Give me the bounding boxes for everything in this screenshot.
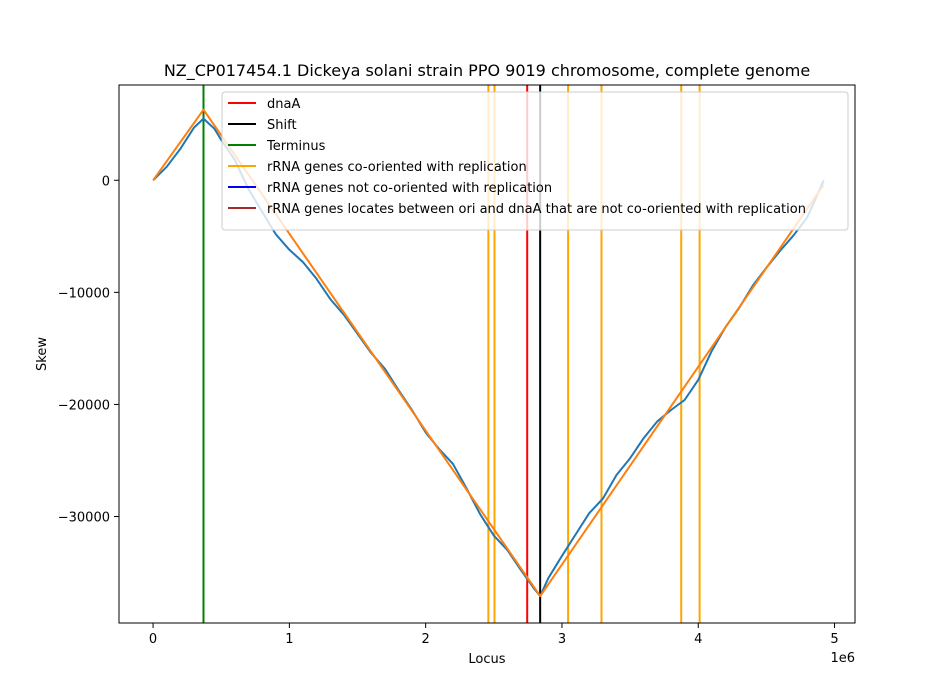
y-tick-label: 0 [102, 174, 110, 189]
y-tick-label: −20000 [58, 398, 110, 413]
x-tick-label: 3 [558, 632, 566, 647]
y-axis: 0 −10000 −20000 −30000 [58, 174, 119, 526]
x-axis-label: Locus [468, 652, 505, 667]
axes-frame [118, 84, 856, 624]
y-tick-label: −30000 [58, 511, 110, 526]
legend: dnaA Shift Terminus rRNA genes co-oriented … [221, 91, 849, 231]
x-tick-label: 5 [830, 632, 838, 647]
chart-title: NZ_CP017454.1 Dickeya solani strain PPO … [164, 61, 810, 81]
x-tick-label: 0 [149, 632, 157, 647]
x-axis-offset-label: 1e6 [830, 651, 855, 666]
x-tick-label: 2 [422, 632, 430, 647]
x-axis: 0 1 2 3 4 5 [149, 623, 839, 647]
x-tick-label: 1 [285, 632, 293, 647]
y-axis-label: Skew [35, 337, 50, 371]
legend-label: rRNA genes not co-oriented with replicat… [267, 181, 552, 196]
legend-box [221, 91, 849, 231]
legend-label: rRNA genes co-oriented with replication [267, 160, 527, 175]
fit-line [152, 108, 825, 598]
x-tick-label: 4 [694, 632, 702, 647]
legend-label: Shift [267, 118, 297, 133]
legend-label: rRNA genes locates between ori and dnaA … [267, 202, 806, 217]
legend-label: Terminus [266, 139, 326, 154]
legend-label: dnaA [267, 97, 300, 112]
y-tick-label: −10000 [58, 286, 110, 301]
